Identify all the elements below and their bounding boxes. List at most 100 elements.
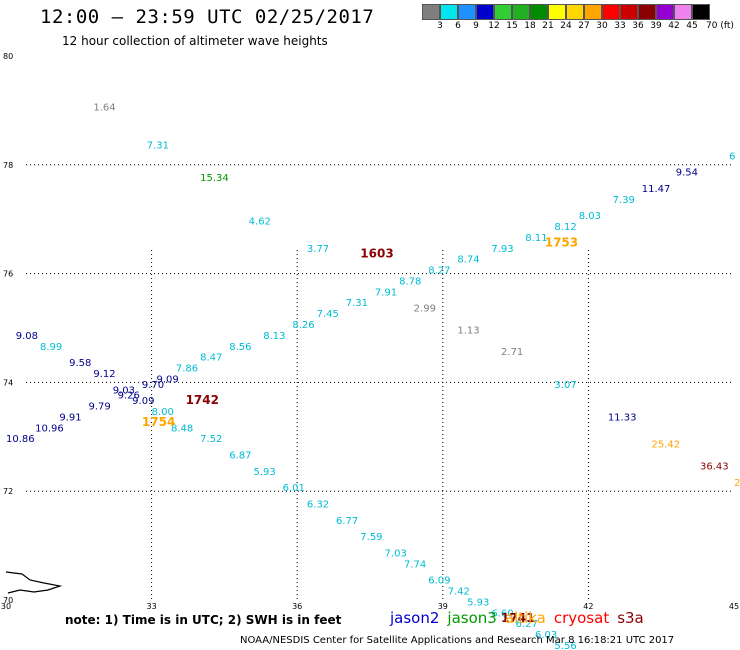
pass-time-tag: 1603 <box>360 246 393 260</box>
legend-swatch <box>548 4 566 20</box>
lon-tick-label: 45 <box>729 602 739 611</box>
wave-height-value: 6.09 <box>428 576 450 587</box>
legend-swatch <box>692 4 710 20</box>
legend-label: 21 <box>542 21 554 31</box>
wave-height-value: 11.33 <box>608 412 637 423</box>
wave-height-value: 6.32 <box>307 500 329 511</box>
legend-swatch <box>656 4 674 20</box>
wave-height-value: 9.26 <box>118 391 140 402</box>
legend-swatch <box>674 4 692 20</box>
wave-height-value: 8.74 <box>457 255 479 266</box>
wave-height-value: 7.03 <box>385 548 407 559</box>
wave-height-value: 6.01 <box>283 483 305 494</box>
wave-height-value: 9.58 <box>69 358 91 369</box>
legend-label: 24 <box>560 21 572 31</box>
legend-swatch <box>566 4 584 20</box>
wave-height-value: 8.12 <box>554 222 576 233</box>
pass-time-tag: 1742 <box>186 393 219 407</box>
legend-label: 18 <box>524 21 536 31</box>
legend-label: 36 <box>632 21 644 31</box>
wave-height-value: 5.93 <box>254 467 276 478</box>
lat-tick-label: 78 <box>3 161 13 170</box>
legend-label: 42 <box>668 21 680 31</box>
wave-height-value: 5.93 <box>467 597 489 608</box>
wave-height-value: 6 <box>729 151 735 162</box>
lat-tick-label: 74 <box>3 378 13 387</box>
wave-height-value: 6.27 <box>516 619 538 630</box>
pass-time-tag: 1741 <box>501 611 534 625</box>
lon-tick-label: 36 <box>292 602 302 611</box>
satellite-s3a: s3a <box>617 609 644 627</box>
wave-height-value: 9.12 <box>93 369 115 380</box>
satellite-cryosat: cryosat <box>553 609 610 627</box>
legend-label: 9 <box>473 21 479 31</box>
lon-tick-label: 39 <box>438 602 448 611</box>
legend-swatch <box>638 4 656 20</box>
wave-height-value: 7.91 <box>375 287 397 298</box>
satellite-jason2: jason2 <box>390 609 440 627</box>
legend-unit: 70 (ft) <box>706 21 734 31</box>
legend-swatch <box>602 4 620 20</box>
legend-swatch <box>530 4 548 20</box>
wave-height-value: 6.87 <box>229 451 251 462</box>
wave-height-value: 9.08 <box>16 331 38 342</box>
legend-swatch <box>458 4 476 20</box>
wave-height-value: 9.54 <box>676 168 698 179</box>
lon-tick-label: 30 <box>1 602 11 611</box>
legend-swatch <box>440 4 458 20</box>
legend-swatch <box>494 4 512 20</box>
wave-height-value: 3.07 <box>554 380 576 391</box>
satellite-jason3: jason3 <box>447 609 497 627</box>
credit-line: NOAA/NESDIS Center for Satellite Applica… <box>240 635 675 646</box>
legend-label: 12 <box>488 21 500 31</box>
page-title: 12:00 – 23:59 UTC 02/25/2017 <box>40 6 375 28</box>
legend-swatch <box>584 4 602 20</box>
wave-height-value: 8.00 <box>152 407 174 418</box>
wave-height-value: 6.03 <box>535 630 557 641</box>
wave-height-value: 7.39 <box>613 195 635 206</box>
page-subtitle: 12 hour collection of altimeter wave hei… <box>62 34 328 48</box>
wave-height-value: 1.13 <box>457 325 479 336</box>
wave-height-value: 7.31 <box>147 140 169 151</box>
wave-height-value: 8.48 <box>171 423 193 434</box>
legend-swatch <box>476 4 494 20</box>
wave-height-value: 8.13 <box>263 331 285 342</box>
legend-swatch <box>620 4 638 20</box>
lat-tick-label: 70 <box>3 596 13 605</box>
wave-height-value: 9.09 <box>132 396 154 407</box>
pass-time-tag: 1740 <box>550 649 583 650</box>
wave-height-value: 3.77 <box>307 244 329 255</box>
wave-height-value: 9.91 <box>59 412 81 423</box>
footer-note: note: 1) Time is in UTC; 2) SWH is in fe… <box>65 613 342 627</box>
legend-label: 27 <box>578 21 590 31</box>
legend-label: 3 <box>437 21 443 31</box>
lon-tick-label: 33 <box>147 602 157 611</box>
wave-height-value: 2.99 <box>414 304 436 315</box>
wave-height-value: 10.96 <box>35 423 64 434</box>
wave-height-value: 2.71 <box>501 347 523 358</box>
wave-height-value: 7.52 <box>200 434 222 445</box>
wave-height-value: 8.47 <box>200 353 222 364</box>
wave-height-value: 9.09 <box>156 374 178 385</box>
legend-swatch <box>422 4 440 20</box>
wave-height-value: 9.79 <box>89 402 111 413</box>
legend-swatch <box>512 4 530 20</box>
lon-tick-label: 42 <box>583 602 593 611</box>
wave-height-value: 15.34 <box>200 173 229 184</box>
wave-height-value: 9.03 <box>113 385 135 396</box>
wave-height-value: 7.86 <box>176 364 198 375</box>
wave-height-value: 7.59 <box>360 532 382 543</box>
wave-height-value: 7.42 <box>448 587 470 598</box>
wave-height-value: 5.56 <box>554 641 576 650</box>
wave-height-value: 28 <box>734 478 740 489</box>
legend-label: 39 <box>650 21 662 31</box>
lat-tick-label: 76 <box>3 270 13 279</box>
wave-height-value: 7.93 <box>491 244 513 255</box>
wave-height-value: 10.86 <box>6 434 35 445</box>
wave-height-value: 8.03 <box>579 211 601 222</box>
wave-height-value: 8.27 <box>428 266 450 277</box>
satellite-altika: altika <box>504 609 546 627</box>
wave-height-value: 1.64 <box>93 102 115 113</box>
satellite-legend: jason2 jason3 altika cryosat s3a <box>390 609 652 627</box>
